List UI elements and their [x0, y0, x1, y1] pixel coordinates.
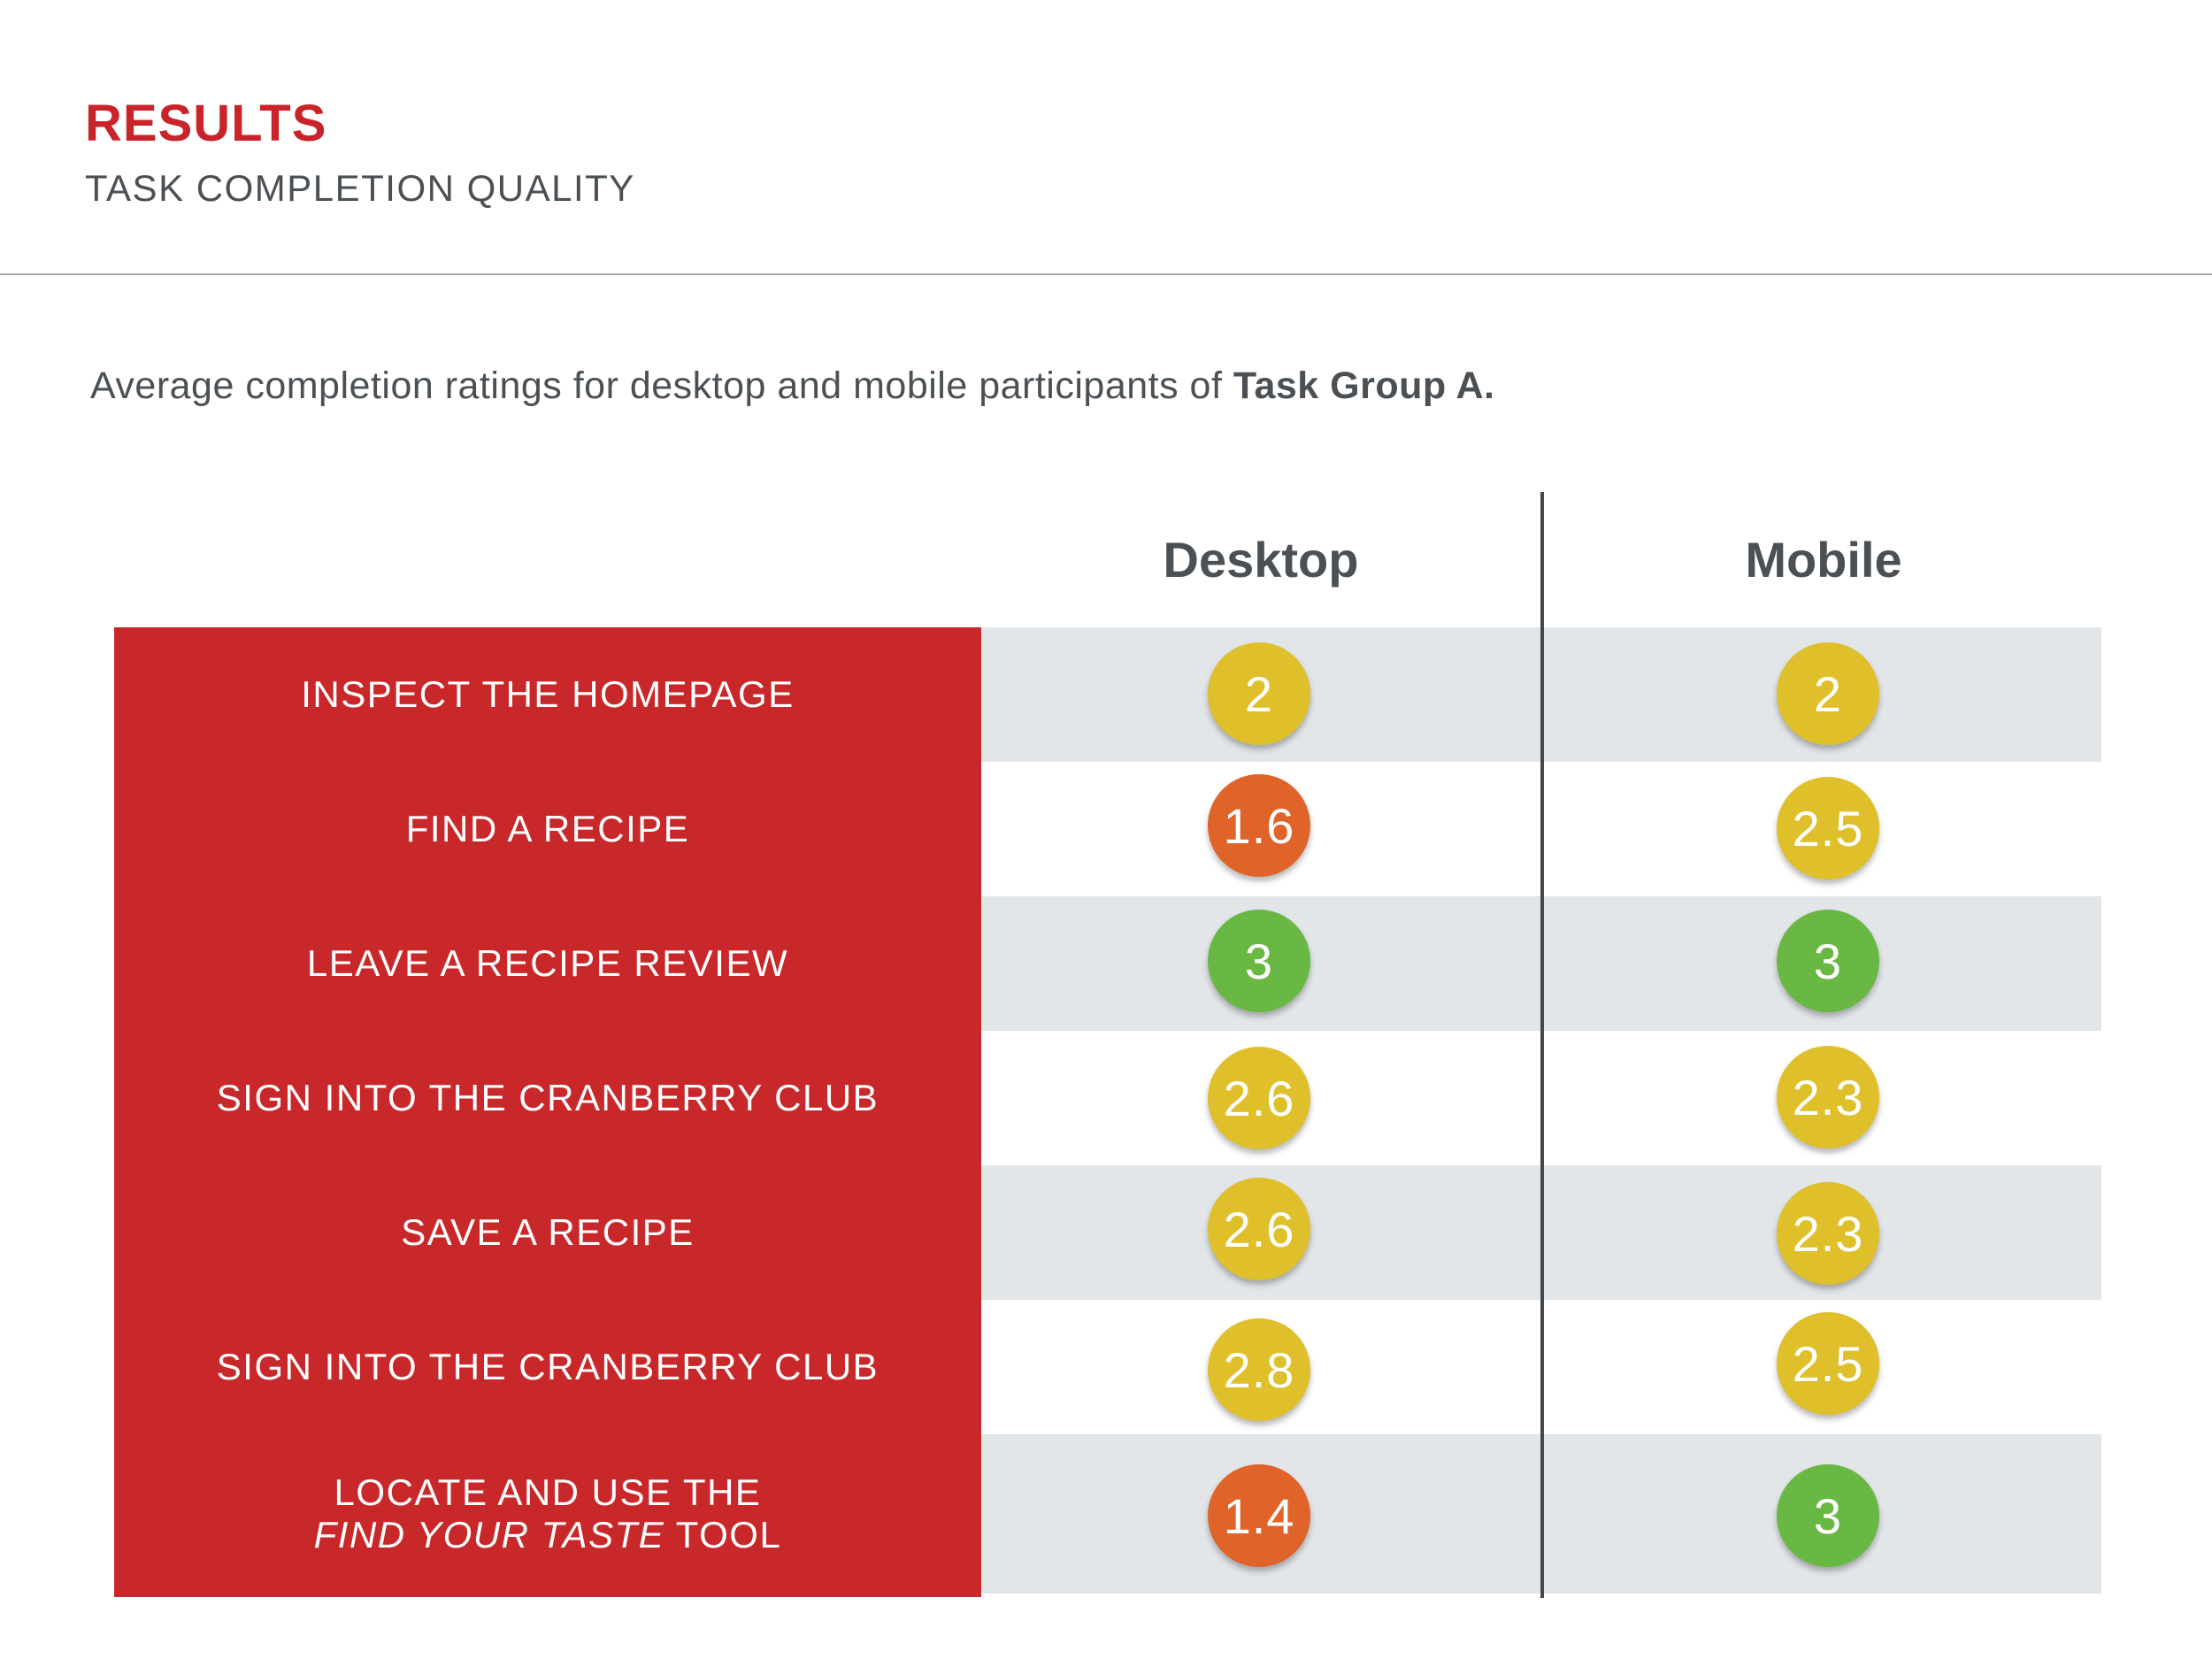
task-label-text: SAVE A RECIPE [401, 1211, 695, 1253]
task-label-line1: LOCATE AND USE THE [334, 1471, 762, 1513]
task-label: INSPECT THE HOMEPAGE [114, 627, 981, 762]
task-label-text: FIND A RECIPE [405, 808, 690, 849]
intro-text-body: Average completion ratings for desktop a… [90, 365, 1233, 407]
table-row: SIGN INTO THE CRANBERRY CLUB 2.8 2.5 [0, 1300, 2212, 1434]
table-row: SIGN INTO THE CRANBERRY CLUB 2.6 2.3 [0, 1031, 2212, 1165]
mobile-rating-badge: 3 [1777, 910, 1879, 1012]
task-label: LOCATE AND USE THE FIND YOUR TASTE TOOL [114, 1434, 981, 1594]
header-divider [0, 273, 2212, 275]
mobile-rating-badge: 2.3 [1777, 1182, 1879, 1285]
desktop-rating-badge: 2.6 [1208, 1178, 1310, 1280]
column-header-desktop: Desktop [1163, 532, 1359, 588]
task-label-text: SIGN INTO THE CRANBERRY CLUB [216, 1077, 879, 1118]
task-label: SAVE A RECIPE [114, 1165, 981, 1300]
desktop-rating-badge: 1.6 [1208, 774, 1310, 877]
mobile-rating-badge: 2.5 [1777, 777, 1879, 879]
intro-text: Average completion ratings for desktop a… [90, 361, 1494, 411]
desktop-rating-badge: 3 [1208, 910, 1310, 1012]
page-title: RESULTS [85, 95, 327, 152]
task-label-panel [114, 627, 981, 1597]
desktop-rating-badge: 1.4 [1208, 1464, 1310, 1567]
intro-text-bold: Task Group A. [1233, 365, 1495, 407]
desktop-rating-badge: 2.8 [1208, 1318, 1310, 1421]
page-subtitle: TASK COMPLETION QUALITY [85, 167, 635, 209]
task-label-tool-name: FIND YOUR TASTE [313, 1514, 665, 1555]
task-label: SIGN INTO THE CRANBERRY CLUB [114, 1300, 981, 1434]
task-label: FIND A RECIPE [114, 762, 981, 896]
task-label-text: LEAVE A RECIPE REVIEW [306, 942, 789, 984]
table-row: FIND A RECIPE 1.6 2.5 [0, 762, 2212, 896]
table-row: INSPECT THE HOMEPAGE 2 2 [0, 627, 2212, 762]
task-label-line2-rest: TOOL [664, 1514, 782, 1555]
desktop-rating-badge: 2 [1208, 642, 1310, 745]
task-label-line2: FIND YOUR TASTE TOOL [314, 1514, 782, 1556]
column-divider [1540, 492, 1544, 1598]
mobile-rating-badge: 2 [1777, 642, 1879, 745]
task-label-text: SIGN INTO THE CRANBERRY CLUB [216, 1346, 879, 1387]
column-header-mobile: Mobile [1745, 532, 1902, 588]
task-label-text: INSPECT THE HOMEPAGE [301, 673, 795, 715]
mobile-rating-badge: 2.5 [1777, 1312, 1879, 1415]
table-row: LEAVE A RECIPE REVIEW 3 3 [0, 896, 2212, 1031]
task-label: LEAVE A RECIPE REVIEW [114, 896, 981, 1031]
mobile-rating-badge: 2.3 [1777, 1046, 1879, 1148]
table-row: LOCATE AND USE THE FIND YOUR TASTE TOOL 1.… [0, 1434, 2212, 1594]
desktop-rating-badge: 2.6 [1208, 1047, 1310, 1149]
table-row: SAVE A RECIPE 2.6 2.3 [0, 1165, 2212, 1300]
mobile-rating-badge: 3 [1777, 1464, 1879, 1567]
task-label: SIGN INTO THE CRANBERRY CLUB [114, 1031, 981, 1165]
